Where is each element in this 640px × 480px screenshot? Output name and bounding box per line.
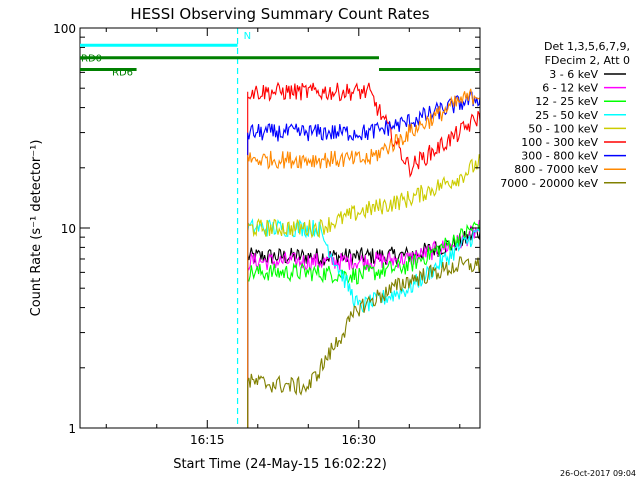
series-100-300-kev xyxy=(247,81,480,428)
legend-label-2: 12 - 25 keV xyxy=(535,95,598,108)
series-line-7-0 xyxy=(247,88,480,428)
series-line-0-0 xyxy=(247,226,480,428)
y-tick-label-0: 1 xyxy=(68,422,76,436)
series-line-8-0 xyxy=(247,256,480,428)
legend-header-1: Det 1,3,5,6,7,9, xyxy=(544,40,630,53)
series-25-50-kev xyxy=(247,218,480,428)
chart-title: HESSI Observing Summary Count Rates xyxy=(130,5,429,23)
x-tick-label-1: 16:30 xyxy=(341,433,376,447)
x-tick-label-0: 16:15 xyxy=(190,433,225,447)
bar-label-rd6: RD6 xyxy=(112,68,133,79)
plot-area xyxy=(236,28,480,428)
series-line-5-0 xyxy=(247,81,480,428)
series-12-25-kev xyxy=(247,215,480,428)
y-tick-label-1: 10 xyxy=(61,222,76,236)
x-axis-title: Start Time (24-May-15 16:02:22) xyxy=(173,457,387,472)
x-axis: 16:15 16:30 xyxy=(105,28,461,447)
series-line-2-0 xyxy=(247,215,480,428)
series-300-800-kev xyxy=(247,91,480,428)
series-50-100-kev xyxy=(247,154,480,428)
legend-label-8: 7000 - 20000 keV xyxy=(500,177,598,190)
series-3-6-kev xyxy=(247,226,480,428)
legend-label-7: 800 - 7000 keV xyxy=(514,163,598,176)
legend: Det 1,3,5,6,7,9, FDecim 2, Att 0 3 - 6 k… xyxy=(500,40,630,190)
legend-label-4: 50 - 100 keV xyxy=(528,122,598,135)
bar-label-rd0: RD0 xyxy=(81,54,102,65)
annotation-bars: NRD0RD6S xyxy=(80,31,480,79)
y-axis: 1 10 100 xyxy=(53,22,480,436)
legend-header-2: FDecim 2, Att 0 xyxy=(545,54,630,67)
series-line-4-0 xyxy=(247,154,480,428)
legend-label-5: 100 - 300 keV xyxy=(521,136,598,149)
legend-label-0: 3 - 6 keV xyxy=(549,68,598,81)
series-800-7000-kev xyxy=(247,88,480,428)
legend-label-6: 300 - 800 keV xyxy=(521,150,598,163)
y-tick-label-2: 100 xyxy=(53,22,76,36)
bar-label-n: N xyxy=(244,31,251,42)
series-line-6-0 xyxy=(247,91,480,428)
series-7000-20000-kev xyxy=(247,256,480,428)
footer-timestamp: 26-Oct-2017 09:04 xyxy=(560,469,636,478)
legend-label-1: 6 - 12 keV xyxy=(542,82,598,95)
y-axis-title: Count Rate (s⁻¹ detector⁻¹) xyxy=(29,140,44,317)
legend-label-3: 25 - 50 keV xyxy=(535,109,598,122)
